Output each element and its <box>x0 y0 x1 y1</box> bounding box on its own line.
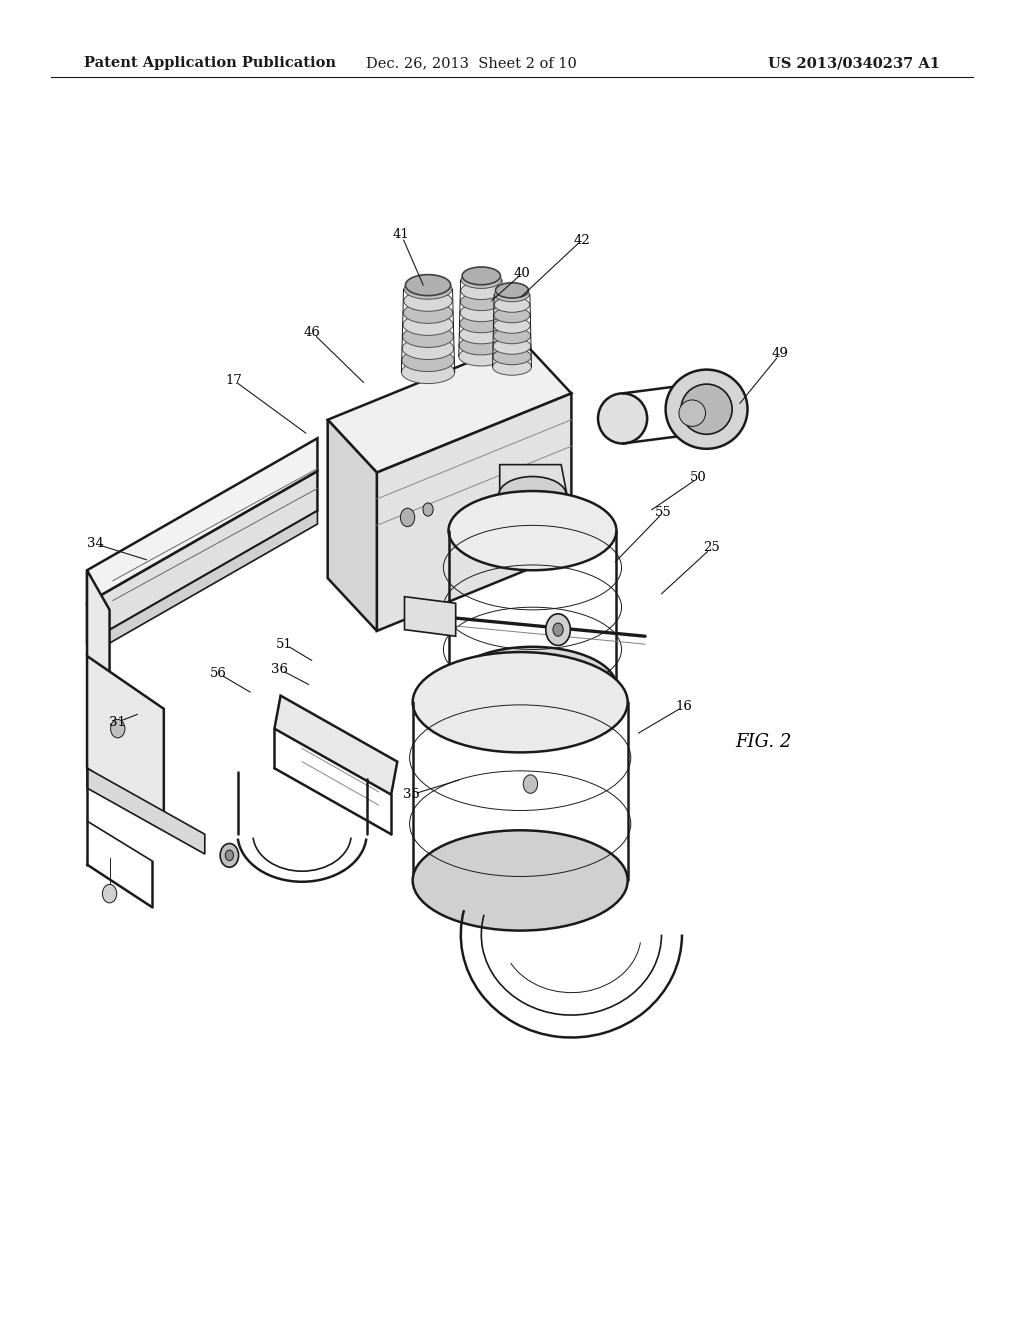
Ellipse shape <box>449 647 616 726</box>
Polygon shape <box>404 597 456 636</box>
Text: 51: 51 <box>276 638 293 651</box>
Polygon shape <box>377 393 571 631</box>
Circle shape <box>225 850 233 861</box>
Circle shape <box>423 503 433 516</box>
Text: 49: 49 <box>772 347 788 360</box>
Ellipse shape <box>462 267 501 285</box>
Text: 55: 55 <box>655 506 672 519</box>
Ellipse shape <box>406 275 451 296</box>
Polygon shape <box>87 656 164 821</box>
Text: 31: 31 <box>110 715 126 729</box>
Ellipse shape <box>459 347 504 366</box>
Ellipse shape <box>494 338 530 354</box>
Ellipse shape <box>403 314 453 335</box>
Ellipse shape <box>413 830 628 931</box>
Text: Dec. 26, 2013  Sheet 2 of 10: Dec. 26, 2013 Sheet 2 of 10 <box>366 57 577 70</box>
Text: FIG. 2: FIG. 2 <box>735 733 792 751</box>
Ellipse shape <box>494 308 530 323</box>
Ellipse shape <box>495 286 529 302</box>
Ellipse shape <box>496 282 528 298</box>
Ellipse shape <box>666 370 748 449</box>
Circle shape <box>111 719 125 738</box>
Ellipse shape <box>413 652 628 752</box>
Polygon shape <box>500 465 571 541</box>
Text: 16: 16 <box>676 700 692 713</box>
Text: 42: 42 <box>573 234 590 247</box>
Ellipse shape <box>404 279 452 300</box>
Circle shape <box>220 843 239 867</box>
Ellipse shape <box>461 272 502 288</box>
Polygon shape <box>87 570 110 696</box>
Ellipse shape <box>598 393 647 444</box>
Polygon shape <box>87 438 317 603</box>
Ellipse shape <box>460 325 503 343</box>
Circle shape <box>400 508 415 527</box>
Text: Patent Application Publication: Patent Application Publication <box>84 57 336 70</box>
Text: 34: 34 <box>87 537 103 550</box>
Text: 35: 35 <box>403 788 420 801</box>
Polygon shape <box>274 696 397 795</box>
Text: 41: 41 <box>393 228 410 242</box>
Ellipse shape <box>681 384 732 434</box>
Ellipse shape <box>460 314 503 333</box>
Circle shape <box>102 884 117 903</box>
Text: 50: 50 <box>690 471 707 484</box>
Ellipse shape <box>401 360 455 384</box>
Text: 25: 25 <box>703 541 720 554</box>
Text: 17: 17 <box>225 374 242 387</box>
Ellipse shape <box>495 297 529 313</box>
Text: 36: 36 <box>271 663 288 676</box>
Polygon shape <box>87 768 205 854</box>
Ellipse shape <box>494 327 530 343</box>
Ellipse shape <box>494 318 530 333</box>
Ellipse shape <box>459 337 504 355</box>
Ellipse shape <box>401 350 455 371</box>
Circle shape <box>553 623 563 636</box>
Ellipse shape <box>449 491 616 570</box>
Circle shape <box>523 775 538 793</box>
Ellipse shape <box>461 293 502 310</box>
Polygon shape <box>328 341 571 473</box>
Ellipse shape <box>493 348 531 364</box>
Ellipse shape <box>461 282 502 300</box>
Ellipse shape <box>499 477 566 513</box>
Polygon shape <box>87 511 317 656</box>
Circle shape <box>546 614 570 645</box>
Ellipse shape <box>402 326 454 347</box>
Ellipse shape <box>493 359 531 375</box>
Ellipse shape <box>679 400 706 426</box>
Ellipse shape <box>460 304 503 322</box>
Text: US 2013/0340237 A1: US 2013/0340237 A1 <box>768 57 940 70</box>
Ellipse shape <box>403 302 453 323</box>
Ellipse shape <box>402 338 454 359</box>
Text: 56: 56 <box>210 667 226 680</box>
Text: 40: 40 <box>514 267 530 280</box>
Ellipse shape <box>506 491 559 520</box>
Text: 46: 46 <box>304 326 321 339</box>
Ellipse shape <box>403 290 453 312</box>
Polygon shape <box>87 471 317 643</box>
Polygon shape <box>328 420 377 631</box>
